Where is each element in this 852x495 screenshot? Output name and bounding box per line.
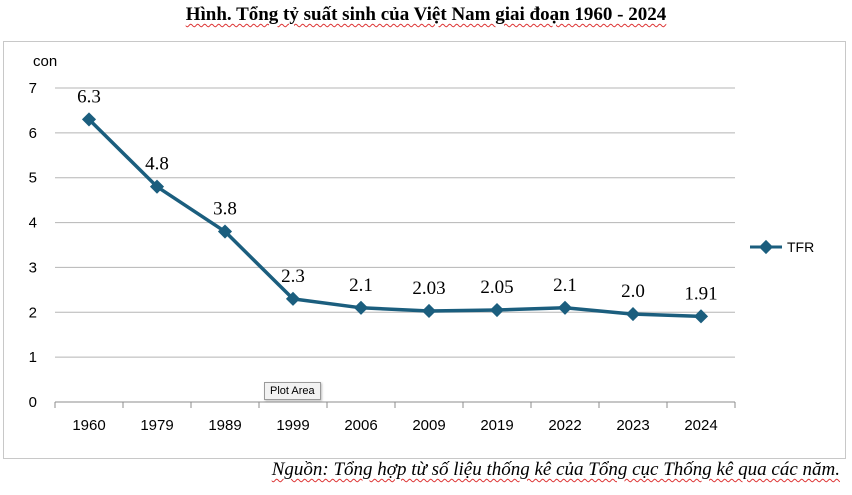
y-tick-label: 7 [29,80,37,97]
legend-label-tfr: TFR [787,239,814,255]
source-note: Nguồn: Tổng hợp từ số liệu thống kê của … [271,459,840,480]
series-line[interactable] [87,118,702,319]
data-label: 6.3 [77,86,101,107]
x-tick-label: 1999 [276,417,309,434]
data-label: 4.8 [145,154,169,175]
y-tick-labels: 0 1 2 3 4 5 6 7 [29,80,37,411]
x-tick-label: 2024 [684,417,717,434]
x-tick-label: 1979 [140,417,173,434]
x-tick-labels: 1960 1979 1989 1999 2006 2009 2019 2022 2023 2024 [72,417,717,434]
x-tick-label: 2006 [344,417,377,434]
x-tick-label: 2009 [412,417,445,434]
data-label: 2.1 [349,275,373,296]
x-tick-label: 1960 [72,417,105,434]
data-point[interactable] [489,302,505,318]
x-tick-label: 2022 [548,417,581,434]
data-point[interactable] [285,291,301,306]
data-label: 2.03 [412,278,445,299]
series-tfr [81,112,709,324]
data-point[interactable] [693,309,709,324]
legend-marker [758,239,774,255]
data-point[interactable] [149,179,165,194]
x-tick-label: 2023 [616,417,649,434]
y-tick-label: 4 [29,215,37,232]
x-axis [54,401,736,408]
y-tick-label: 2 [29,304,37,321]
grid-lines [55,87,735,403]
y-tick-label: 0 [29,394,37,411]
y-axis-label: con [33,53,57,70]
data-point[interactable] [217,224,233,239]
data-point[interactable] [625,307,641,322]
plot-area-tooltip: Plot Area [264,382,321,400]
x-tick-label: 2019 [480,417,513,434]
data-label: 2.3 [281,266,305,287]
chart-title: Hình. Tổng tỷ suất sinh của Việt Nam gia… [185,4,667,25]
data-label: 2.0 [621,281,645,302]
data-point[interactable] [421,303,437,319]
data-label: 3.8 [213,199,237,220]
x-tick-label: 1989 [208,417,241,434]
data-labels: 6.3 4.8 3.8 2.3 2.1 2.03 2.05 2.1 2.0 1.91 [77,86,718,304]
data-point[interactable] [353,300,369,315]
y-tick-label: 5 [29,170,37,187]
data-label: 2.1 [553,275,577,296]
legend[interactable]: TFR [750,239,814,255]
y-tick-label: 6 [29,125,37,142]
y-tick-label: 1 [29,349,37,366]
data-point[interactable] [557,300,573,315]
chart-frame[interactable] [3,41,846,459]
data-label: 2.05 [480,277,513,298]
data-label: 1.91 [684,283,717,304]
y-tick-label: 3 [29,259,37,276]
